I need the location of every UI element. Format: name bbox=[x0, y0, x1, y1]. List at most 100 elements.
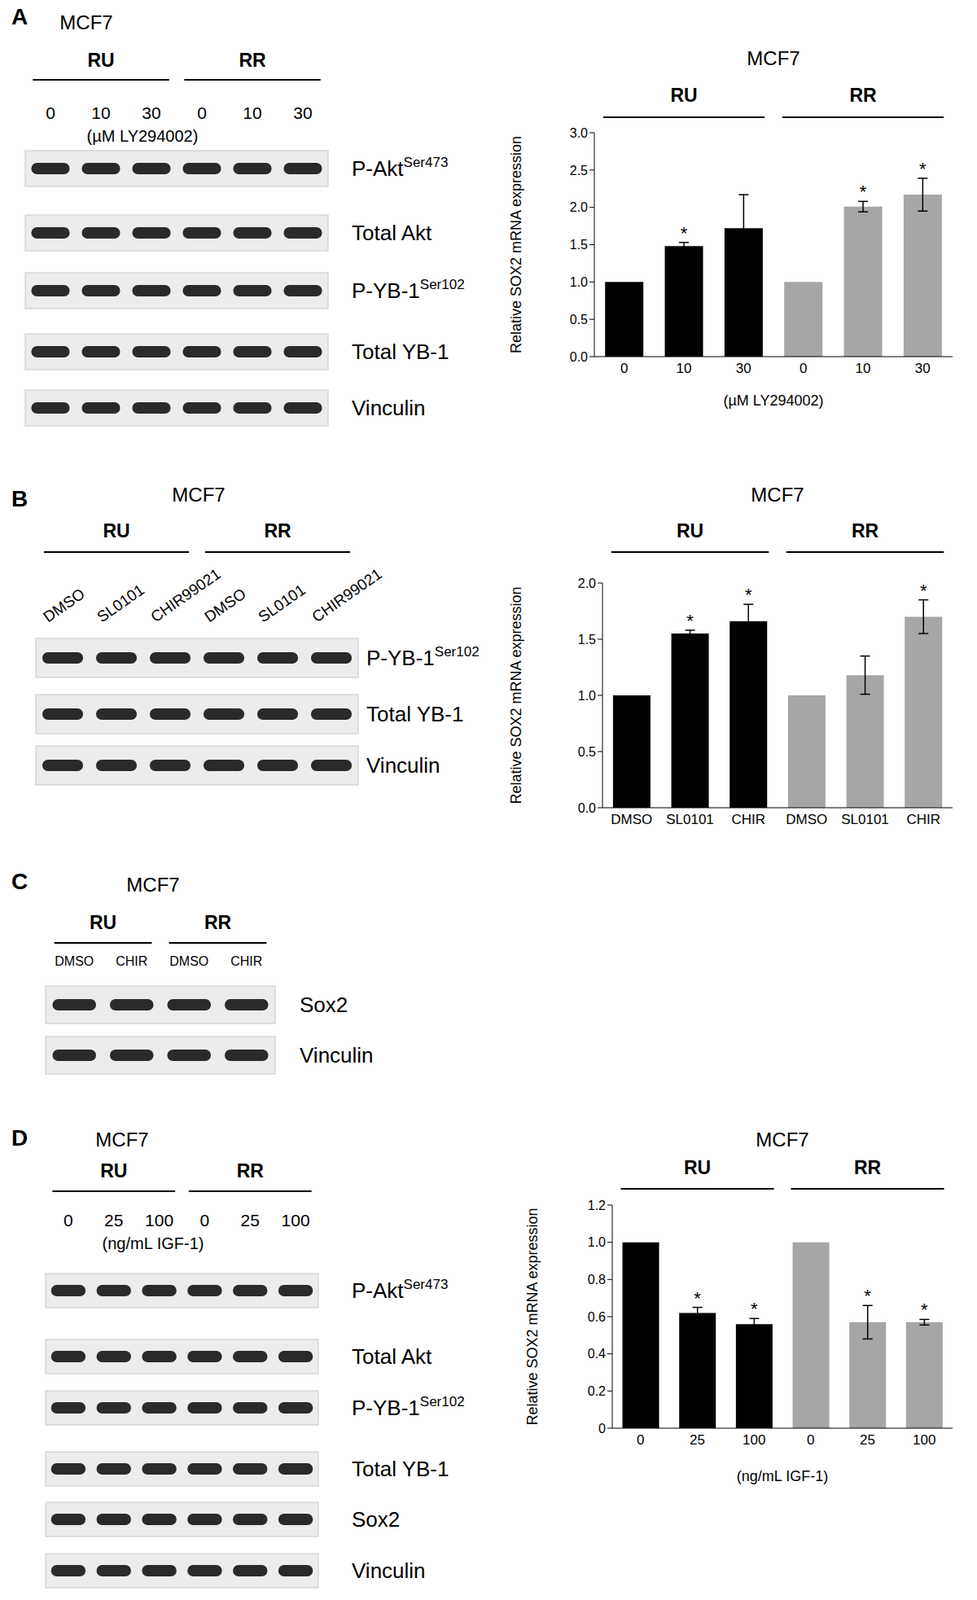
svg-text:0.0: 0.0 bbox=[578, 801, 596, 815]
svg-text:DMSO: DMSO bbox=[54, 954, 94, 969]
svg-text:Sox2: Sox2 bbox=[299, 992, 348, 1017]
svg-text:25: 25 bbox=[104, 1210, 123, 1230]
svg-text:*: * bbox=[920, 580, 928, 601]
svg-text:0: 0 bbox=[197, 103, 207, 123]
svg-text:*: * bbox=[744, 584, 753, 605]
svg-text:MCF7: MCF7 bbox=[59, 11, 113, 34]
svg-text:Vinculin: Vinculin bbox=[351, 395, 426, 421]
svg-text:30: 30 bbox=[736, 360, 752, 377]
svg-text:0: 0 bbox=[806, 1432, 815, 1448]
svg-text:*: * bbox=[680, 223, 688, 244]
svg-text:Total YB-1: Total YB-1 bbox=[366, 701, 464, 727]
svg-text:0: 0 bbox=[598, 1421, 606, 1436]
svg-text:CHIR: CHIR bbox=[731, 811, 766, 828]
svg-text:RR: RR bbox=[263, 520, 292, 542]
svg-text:RR: RR bbox=[851, 520, 880, 542]
svg-text:CHIR99021: CHIR99021 bbox=[308, 565, 385, 626]
svg-text:(µM LY294002): (µM LY294002) bbox=[722, 392, 824, 409]
svg-text:RR: RR bbox=[236, 1160, 265, 1182]
svg-text:100: 100 bbox=[912, 1432, 936, 1448]
svg-text:2.0: 2.0 bbox=[569, 200, 588, 215]
svg-text:CHIR: CHIR bbox=[115, 954, 148, 969]
svg-text:100: 100 bbox=[742, 1432, 766, 1448]
svg-text:10: 10 bbox=[242, 103, 262, 123]
svg-text:0: 0 bbox=[200, 1210, 211, 1230]
svg-text:1.2: 1.2 bbox=[587, 1198, 606, 1213]
svg-text:*: * bbox=[693, 1288, 701, 1309]
svg-text:10: 10 bbox=[855, 360, 872, 377]
svg-text:*: * bbox=[686, 610, 694, 631]
svg-text:25: 25 bbox=[689, 1432, 706, 1448]
svg-text:30: 30 bbox=[141, 103, 161, 123]
svg-text:SL0101: SL0101 bbox=[841, 811, 890, 828]
svg-text:DMSO: DMSO bbox=[169, 954, 209, 969]
svg-text:100: 100 bbox=[144, 1210, 174, 1230]
svg-text:P-AktSer473: P-AktSer473 bbox=[351, 154, 448, 181]
svg-text:DMSO: DMSO bbox=[39, 584, 88, 626]
svg-text:DMSO: DMSO bbox=[785, 811, 828, 828]
svg-text:0.6: 0.6 bbox=[587, 1309, 606, 1324]
svg-text:MCF7: MCF7 bbox=[126, 873, 180, 896]
svg-text:10: 10 bbox=[91, 103, 110, 123]
svg-text:A: A bbox=[11, 4, 28, 30]
svg-text:MCF7: MCF7 bbox=[755, 1128, 809, 1151]
svg-text:RU: RU bbox=[87, 49, 114, 71]
svg-text:0.2: 0.2 bbox=[587, 1384, 606, 1398]
svg-text:P-YB-1Ser102: P-YB-1Ser102 bbox=[351, 276, 465, 303]
svg-text:1.0: 1.0 bbox=[578, 688, 596, 703]
svg-text:RR: RR bbox=[238, 49, 267, 71]
svg-text:D: D bbox=[11, 1125, 28, 1151]
svg-text:0.8: 0.8 bbox=[587, 1272, 606, 1287]
svg-text:DMSO: DMSO bbox=[610, 811, 653, 828]
svg-text:30: 30 bbox=[915, 360, 931, 377]
svg-text:0.5: 0.5 bbox=[569, 312, 588, 327]
svg-text:Total YB-1: Total YB-1 bbox=[351, 1456, 449, 1481]
svg-text:(ng/mL IGF-1): (ng/mL IGF-1) bbox=[102, 1234, 205, 1253]
svg-text:0.5: 0.5 bbox=[578, 744, 596, 759]
svg-text:Relative SOX2 mRNA expression: Relative SOX2 mRNA expression bbox=[508, 135, 525, 354]
svg-text:MCF7: MCF7 bbox=[746, 47, 800, 70]
svg-text:*: * bbox=[863, 1285, 872, 1306]
svg-text:*: * bbox=[859, 181, 868, 202]
svg-text:1.5: 1.5 bbox=[569, 237, 588, 252]
svg-text:MCF7: MCF7 bbox=[95, 1128, 149, 1151]
svg-text:P-AktSer473: P-AktSer473 bbox=[351, 1276, 448, 1303]
svg-text:RU: RU bbox=[89, 911, 117, 934]
svg-text:30: 30 bbox=[293, 103, 312, 123]
svg-text:Total Akt: Total Akt bbox=[351, 220, 433, 246]
svg-text:C: C bbox=[11, 868, 28, 894]
svg-text:*: * bbox=[919, 158, 927, 180]
svg-text:(ng/mL IGF-1): (ng/mL IGF-1) bbox=[736, 1467, 829, 1485]
svg-text:Vinculin: Vinculin bbox=[366, 753, 441, 778]
svg-text:RU: RU bbox=[670, 84, 697, 106]
svg-text:Vinculin: Vinculin bbox=[351, 1558, 426, 1583]
svg-text:RU: RU bbox=[676, 520, 704, 542]
svg-text:(µM LY294002): (µM LY294002) bbox=[87, 127, 199, 145]
svg-text:RR: RR bbox=[204, 911, 233, 934]
svg-text:SL0101: SL0101 bbox=[93, 580, 148, 626]
svg-text:3.0: 3.0 bbox=[569, 126, 588, 141]
svg-text:0: 0 bbox=[63, 1210, 74, 1230]
svg-text:1.0: 1.0 bbox=[569, 275, 588, 290]
svg-text:P-YB-1Ser102: P-YB-1Ser102 bbox=[351, 1393, 465, 1420]
svg-text:0.4: 0.4 bbox=[587, 1346, 606, 1361]
svg-text:0.0: 0.0 bbox=[569, 350, 588, 364]
svg-text:P-YB-1Ser102: P-YB-1Ser102 bbox=[366, 644, 480, 671]
svg-text:Total Akt: Total Akt bbox=[351, 1344, 433, 1369]
svg-text:RU: RU bbox=[683, 1156, 711, 1179]
svg-text:B: B bbox=[11, 486, 28, 512]
svg-text:RR: RR bbox=[849, 84, 877, 106]
svg-text:1.5: 1.5 bbox=[578, 632, 596, 647]
svg-text:Relative SOX2 mRNA expression: Relative SOX2 mRNA expression bbox=[524, 1207, 541, 1425]
svg-text:MCF7: MCF7 bbox=[750, 483, 804, 506]
svg-text:RR: RR bbox=[854, 1156, 882, 1179]
svg-text:Relative SOX2 mRNA expression: Relative SOX2 mRNA expression bbox=[508, 586, 525, 804]
svg-text:Sox2: Sox2 bbox=[351, 1507, 400, 1532]
svg-text:25: 25 bbox=[859, 1432, 876, 1448]
svg-text:RU: RU bbox=[100, 1160, 128, 1182]
svg-text:0: 0 bbox=[636, 1432, 645, 1448]
svg-text:*: * bbox=[750, 1298, 758, 1319]
svg-text:2.5: 2.5 bbox=[569, 163, 588, 178]
svg-text:RU: RU bbox=[102, 520, 130, 542]
svg-text:SL0101: SL0101 bbox=[254, 580, 309, 626]
